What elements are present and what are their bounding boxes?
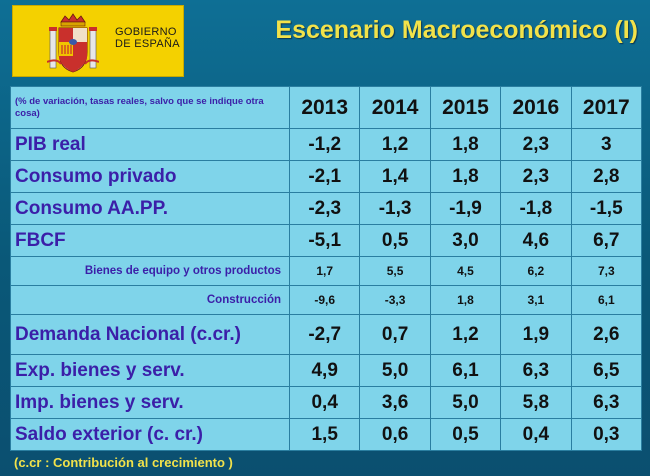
value-cell: 1,5 <box>288 418 361 451</box>
table-row: FBCF -5,1 0,5 3,0 4,6 6,7 <box>10 224 643 257</box>
row-label: Construcción <box>10 285 290 315</box>
year-header: 2017 <box>570 86 643 129</box>
value-cell: -2,1 <box>288 160 361 193</box>
value-cell: 6,2 <box>500 256 572 286</box>
value-cell: 5,5 <box>359 256 431 286</box>
row-label: Imp. bienes y serv. <box>10 386 290 419</box>
value-cell: 4,5 <box>429 256 502 286</box>
value-cell: -1,2 <box>288 128 361 161</box>
value-cell: 3,0 <box>429 224 502 257</box>
table-row: Bienes de equipo y otros productos 1,7 5,5… <box>10 256 643 286</box>
row-label: PIB real <box>10 128 290 161</box>
value-cell: 0,4 <box>500 418 572 451</box>
table-header-row: (% de variación, tasas reales, salvo que… <box>10 86 643 129</box>
table-row: Demanda Nacional (c.cr.) -2,7 0,7 1,2 1,9 2,6 <box>10 314 643 355</box>
row-label: FBCF <box>10 224 290 257</box>
row-label: Saldo exterior (c. cr.) <box>10 418 290 451</box>
value-cell: 1,7 <box>288 256 361 286</box>
value-cell: 0,4 <box>288 386 361 419</box>
value-cell: 0,7 <box>359 314 431 355</box>
table-row: Imp. bienes y serv. 0,4 3,6 5,0 5,8 6,3 <box>10 386 643 419</box>
value-cell: 2,8 <box>570 160 643 193</box>
value-cell: 2,6 <box>570 314 643 355</box>
value-cell: 6,7 <box>570 224 643 257</box>
coat-of-arms-icon <box>47 13 99 73</box>
value-cell: 0,5 <box>429 418 502 451</box>
value-cell: 6,5 <box>570 354 643 387</box>
value-cell: 4,6 <box>500 224 572 257</box>
value-cell: 0,5 <box>359 224 431 257</box>
footnote: (c.cr : Contribución al crecimiento ) <box>14 455 233 470</box>
value-cell: 6,1 <box>429 354 502 387</box>
value-cell: 4,9 <box>288 354 361 387</box>
table-row: Consumo AA.PP. -2,3 -1,3 -1,9 -1,8 -1,5 <box>10 192 643 225</box>
value-cell: -1,3 <box>359 192 431 225</box>
value-cell: 2,3 <box>500 160 572 193</box>
year-header: 2014 <box>359 86 431 129</box>
row-label: Bienes de equipo y otros productos <box>10 256 290 286</box>
units-note: (% de variación, tasas reales, salvo que… <box>10 86 290 129</box>
value-cell: 5,8 <box>500 386 572 419</box>
table-row: Saldo exterior (c. cr.) 1,5 0,6 0,5 0,4 0,3 <box>10 418 643 451</box>
value-cell: 3,1 <box>500 285 572 315</box>
table-row: Exp. bienes y serv. 4,9 5,0 6,1 6,3 6,5 <box>10 354 643 387</box>
row-label: Consumo privado <box>10 160 290 193</box>
value-cell: 7,3 <box>570 256 643 286</box>
value-cell: 1,2 <box>429 314 502 355</box>
value-cell: 3,6 <box>359 386 431 419</box>
year-header: 2016 <box>500 86 572 129</box>
value-cell: 1,8 <box>429 160 502 193</box>
logo-text-line2: DE ESPAÑA <box>115 38 180 50</box>
value-cell: -2,7 <box>288 314 361 355</box>
year-header: 2015 <box>429 86 502 129</box>
row-label: Demanda Nacional (c.cr.) <box>10 314 290 355</box>
value-cell: 1,8 <box>429 285 502 315</box>
value-cell: 2,3 <box>500 128 572 161</box>
row-label: Exp. bienes y serv. <box>10 354 290 387</box>
value-cell: 0,6 <box>359 418 431 451</box>
row-label: Consumo AA.PP. <box>10 192 290 225</box>
value-cell: 6,3 <box>500 354 572 387</box>
table-row: Construcción -9,6 -3,3 1,8 3,1 6,1 <box>10 285 643 315</box>
value-cell: 3 <box>570 128 643 161</box>
value-cell: 0,3 <box>570 418 643 451</box>
value-cell: -1,8 <box>500 192 572 225</box>
value-cell: 5,0 <box>359 354 431 387</box>
table-row: Consumo privado -2,1 1,4 1,8 2,3 2,8 <box>10 160 643 193</box>
macro-scenario-table: (% de variación, tasas reales, salvo que… <box>10 86 643 451</box>
government-logo: GOBIERNO DE ESPAÑA <box>12 5 184 77</box>
value-cell: -3,3 <box>359 285 431 315</box>
value-cell: -9,6 <box>288 285 361 315</box>
value-cell: -1,9 <box>429 192 502 225</box>
value-cell: 1,9 <box>500 314 572 355</box>
value-cell: 1,4 <box>359 160 431 193</box>
value-cell: -2,3 <box>288 192 361 225</box>
value-cell: 5,0 <box>429 386 502 419</box>
value-cell: -1,5 <box>570 192 643 225</box>
slide-title: Escenario Macroeconómico (I) <box>275 16 638 44</box>
value-cell: 1,8 <box>429 128 502 161</box>
table-row: PIB real -1,2 1,2 1,8 2,3 3 <box>10 128 643 161</box>
value-cell: 6,1 <box>570 285 643 315</box>
value-cell: 1,2 <box>359 128 431 161</box>
value-cell: 6,3 <box>570 386 643 419</box>
value-cell: -5,1 <box>288 224 361 257</box>
year-header: 2013 <box>288 86 361 129</box>
logo-text-line1: GOBIERNO <box>115 26 177 38</box>
